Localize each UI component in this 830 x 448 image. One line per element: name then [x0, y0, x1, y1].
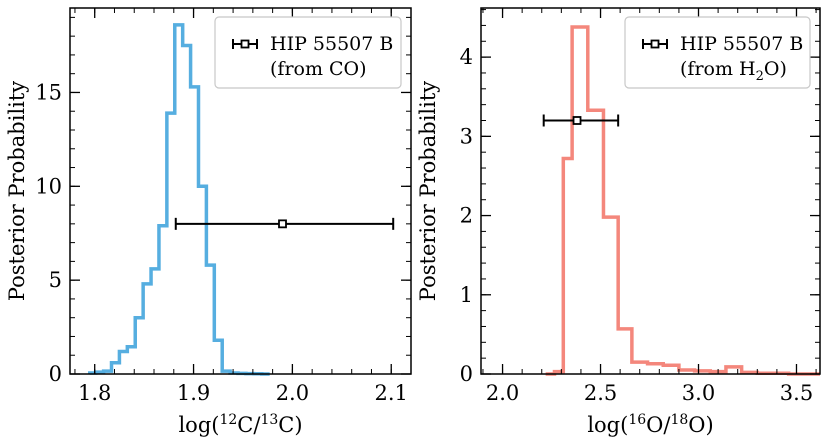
legend-box — [624, 16, 811, 89]
x-tick-label: 2.5 — [584, 381, 617, 405]
legend-line2-suffix: O) — [764, 58, 787, 80]
x-axis-label-sup2: 13 — [260, 412, 278, 428]
legend-line-2: (from CO) — [270, 58, 367, 80]
x-axis-label-prefix: log( — [178, 413, 219, 437]
legend-handle-marker — [650, 39, 660, 49]
x-tick-label: 1.8 — [78, 381, 111, 405]
x-axis-label-mid: O/ — [646, 413, 671, 437]
histogram-series — [88, 23, 270, 376]
y-tick-label: 10 — [35, 174, 62, 198]
axes-frame — [69, 7, 412, 375]
x-axis-label-sup1: 16 — [628, 412, 646, 428]
legend-line2-sub: 2 — [756, 69, 764, 84]
y-tick-label: 0 — [460, 362, 473, 386]
axes-frame — [480, 7, 821, 375]
x-axis-label-sup1: 12 — [219, 412, 237, 428]
x-axis-label: log(12C/13C) — [178, 412, 302, 437]
y-tick-label: 5 — [49, 268, 62, 292]
x-axis-label-suffix: C) — [278, 413, 302, 437]
x-tick-label: 1.9 — [177, 381, 210, 405]
legend-box — [214, 16, 402, 89]
y-tick-label: 15 — [35, 80, 62, 104]
x-tick-label: 2.0 — [486, 381, 519, 405]
y-axis-label: Posterior Probability — [416, 81, 440, 301]
measurement-marker — [278, 219, 287, 229]
y-tick-label: 3 — [460, 124, 473, 148]
y-tick-label: 4 — [460, 45, 473, 69]
x-tick-label: 2.1 — [375, 381, 408, 405]
legend-line-1: HIP 55507 B — [270, 33, 393, 55]
legend-line-2: (from H2O) — [680, 58, 787, 84]
x-tick-label: 2.0 — [276, 381, 309, 405]
x-axis-label: log(16O/18O) — [587, 412, 713, 437]
x-axis-label-sup2: 18 — [670, 412, 688, 428]
y-tick-label: 2 — [460, 204, 473, 228]
right-panel-h2o: 2.0 2.5 3.0 3.5 0 1 2 3 4 Posterior Probability lo… — [416, 7, 821, 437]
x-axis-label-mid: C/ — [237, 413, 261, 437]
legend-handle-marker — [240, 39, 250, 49]
x-axis-label-suffix: O) — [688, 413, 713, 437]
y-axis-label: Posterior Probability — [5, 81, 29, 301]
x-axis-label-prefix: log( — [587, 413, 628, 437]
legend-line-1: HIP 55507 B — [680, 33, 803, 55]
measurement-marker — [572, 116, 582, 125]
y-tick-label: 0 — [49, 362, 62, 386]
legend-line2-prefix: (from H — [680, 58, 756, 80]
y-tick-label: 1 — [460, 283, 473, 307]
legend-line2-prefix: (from CO) — [270, 58, 367, 80]
x-tick-label: 3.0 — [682, 381, 715, 405]
x-tick-label: 3.5 — [780, 381, 813, 405]
